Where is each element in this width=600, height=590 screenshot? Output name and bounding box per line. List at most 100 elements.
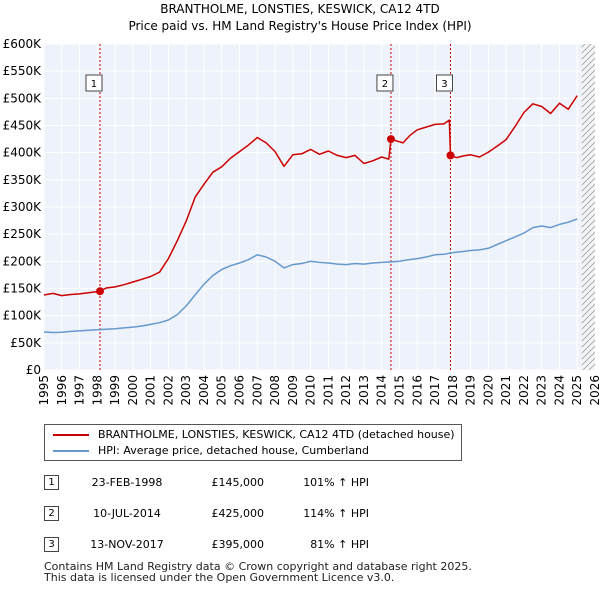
hatch-line	[581, 159, 596, 174]
hatch-line	[581, 327, 596, 342]
hatch-line	[582, 22, 595, 35]
hatch-line	[581, 243, 596, 258]
price-chart: BRANTHOLME, LONSTIES, KESWICK, CA12 4TD …	[3, 2, 600, 419]
y-tick-label: £0	[26, 363, 41, 377]
hatch-line	[581, 99, 596, 114]
hatch-line	[582, 28, 595, 41]
grid-lines	[43, 43, 596, 371]
x-tick-label: 2007	[250, 375, 264, 406]
legend-swatch-property	[53, 434, 89, 436]
hatch-line	[581, 321, 596, 336]
hatch-line	[581, 147, 596, 162]
hatch-line	[581, 117, 596, 132]
x-tick-label: 2018	[446, 375, 460, 406]
sale-label-box	[376, 74, 394, 92]
y-tick-label: £100K	[3, 309, 43, 323]
hatch-line	[581, 237, 596, 252]
hatch-line	[581, 279, 596, 294]
y-tick-label: £300K	[3, 200, 43, 214]
sale-marker	[386, 135, 395, 144]
hatch-line	[581, 44, 592, 54]
y-tick-label: £50K	[10, 336, 42, 350]
sale-label-number: 1	[91, 79, 97, 90]
forecast-hatch	[581, 4, 596, 419]
hatch-line	[581, 183, 596, 198]
x-tick-label: 2009	[286, 375, 300, 406]
hatch-line	[581, 87, 596, 102]
footer-line-1: Contains HM Land Registry data © Crown c…	[44, 560, 472, 573]
legend-label-property: BRANTHOLME, LONSTIES, KESWICK, CA12 4TD …	[98, 428, 455, 441]
x-tick-label: 2002	[161, 375, 175, 406]
y-tick-label: £550K	[3, 64, 43, 78]
sale-date: 23-FEB-1998	[91, 476, 163, 489]
y-tick-label: £400K	[3, 146, 43, 160]
sale-hpi-change: 101% ↑ HPI	[303, 476, 369, 489]
legend-swatch-hpi	[53, 450, 89, 452]
x-tick-label: 2026	[588, 375, 600, 406]
hatch-line	[581, 105, 596, 120]
sale-label-box	[435, 74, 453, 92]
hatch-line	[581, 129, 596, 144]
sale-marker	[95, 287, 104, 296]
hatch-line	[581, 339, 596, 354]
x-tick-label: 2001	[144, 375, 158, 406]
sale-price: £425,000	[211, 507, 265, 520]
hatch-line	[582, 406, 595, 419]
hatch-line	[581, 201, 596, 216]
sale-price: £395,000	[211, 538, 265, 551]
hatch-line	[581, 255, 596, 270]
hatch-line	[582, 10, 595, 23]
sale-row: 1 23-FEB-1998 £145,000 101% ↑ HPI	[44, 473, 464, 493]
x-tick-label: 2000	[126, 375, 140, 406]
hatch-line	[581, 81, 596, 96]
hatch-line	[581, 75, 596, 90]
hatch-line	[581, 63, 596, 78]
y-axis: £0 £50K £100K £150K £200K £250K £300K £350K £400…	[3, 37, 43, 377]
sale-row: 3 13-NOV-2017 £395,000 81% ↑ HPI	[44, 535, 464, 555]
hatch-line	[581, 315, 596, 330]
x-tick-label: 1998	[90, 375, 104, 406]
hatch-line	[581, 57, 596, 72]
x-tick-label: 2015	[392, 375, 406, 406]
hatch-line	[581, 345, 596, 360]
x-tick-label: 2008	[268, 375, 282, 406]
x-axis: 1995 1996 1997 1998 1999 2000 2001 2002 2003 2004…	[37, 375, 600, 406]
hatch-line	[581, 309, 596, 324]
hatch-line	[581, 111, 596, 126]
hatch-line	[581, 51, 596, 66]
hatch-line	[582, 4, 595, 17]
series-lines	[43, 95, 578, 334]
hatch-line	[581, 303, 596, 318]
hatch-line	[581, 351, 596, 366]
y-tick-label: £600K	[3, 37, 43, 51]
hatch-line	[581, 207, 596, 222]
hatch-line	[581, 123, 596, 138]
chart-subtitle: Price paid vs. HM Land Registry's House …	[128, 19, 471, 33]
hatch-line	[581, 273, 596, 288]
x-tick-label: 2006	[233, 375, 247, 406]
x-tick-label: 2023	[535, 375, 549, 406]
hatch-line	[582, 16, 595, 29]
x-tick-label: 2025	[570, 375, 584, 406]
x-tick-label: 1995	[37, 375, 51, 406]
x-tick-label: 2020	[481, 375, 495, 406]
x-tick-label: 2021	[499, 375, 513, 406]
sale-label-number: 3	[441, 79, 447, 90]
sale-price: £145,000	[211, 476, 265, 489]
hatch-line	[581, 93, 596, 108]
property-line	[43, 95, 578, 297]
sale-hpi-change: 81% ↑ HPI	[310, 538, 369, 551]
x-tick-label: 2017	[428, 375, 442, 406]
x-tick-label: 1997	[73, 375, 87, 406]
y-tick-label: £500K	[3, 91, 43, 105]
hatch-line	[581, 219, 596, 234]
hatch-line	[581, 153, 596, 168]
hatch-line	[581, 189, 596, 204]
legend-label-hpi: HPI: Average price, detached house, Cumb…	[98, 444, 370, 457]
hatch-line	[581, 171, 596, 186]
sale-row: 2 10-JUL-2014 £425,000 114% ↑ HPI	[44, 504, 464, 524]
hatch-line	[581, 231, 596, 246]
sale-labels: 1 2 3	[85, 74, 453, 92]
sale-number: 1	[44, 475, 59, 490]
sale-number: 3	[44, 537, 59, 552]
